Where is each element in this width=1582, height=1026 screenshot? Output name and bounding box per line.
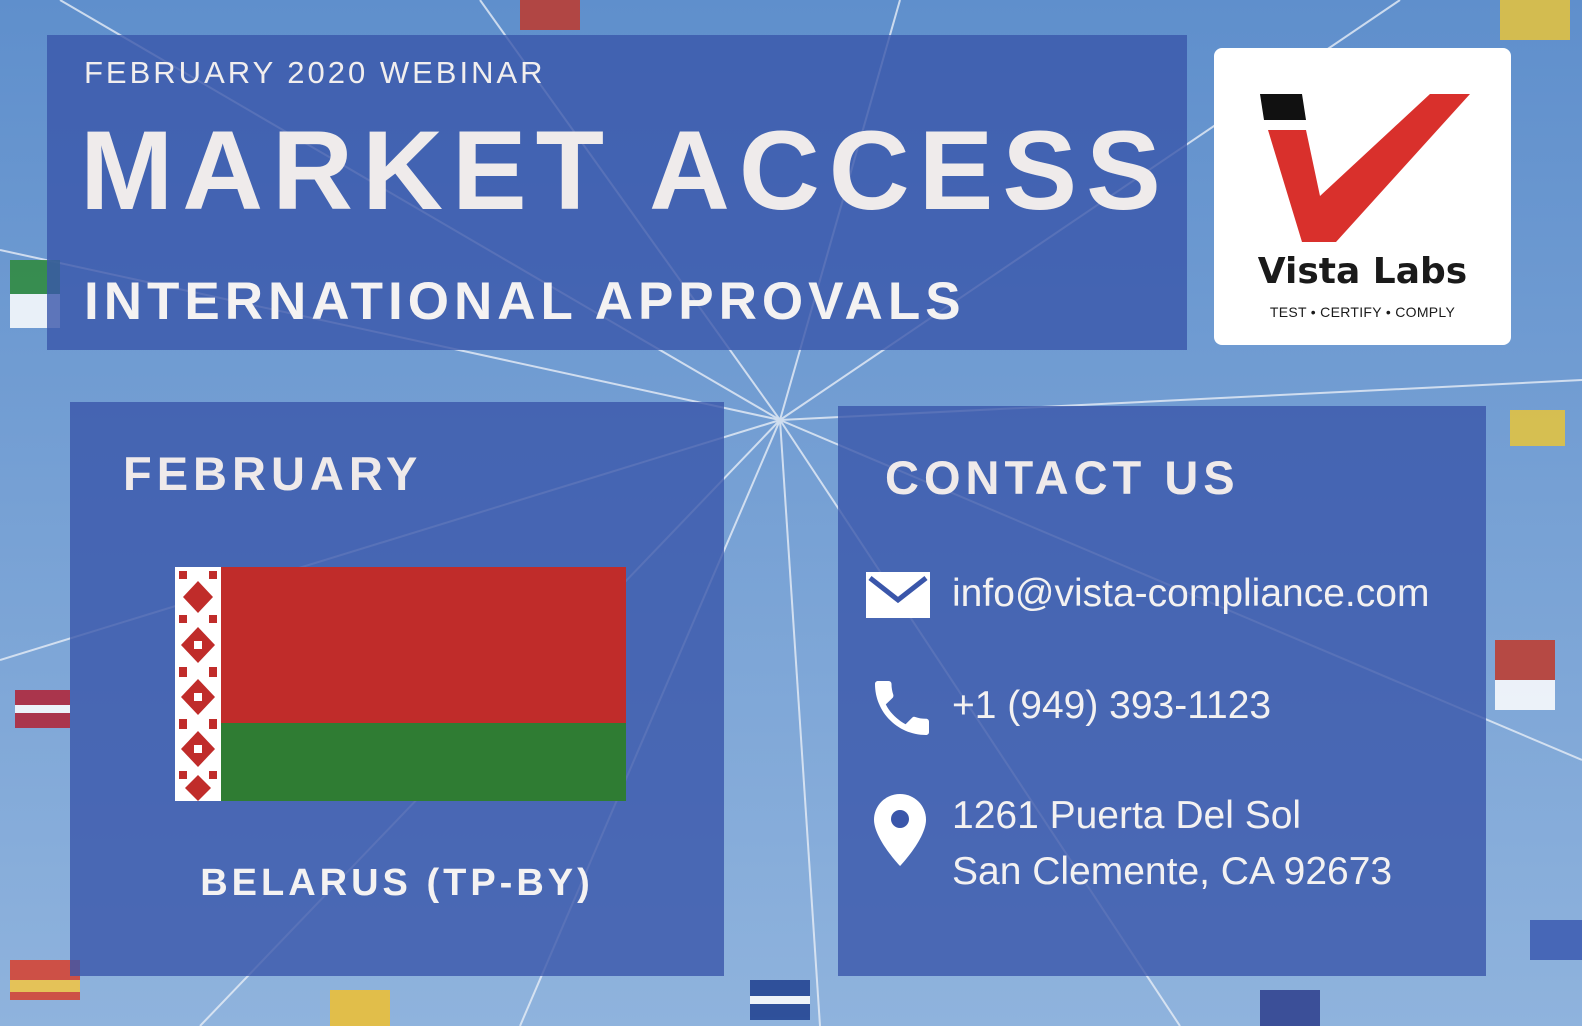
page-title: MARKET ACCESS [80, 108, 1170, 233]
webinar-date-label: FEBRUARY 2020 WEBINAR [84, 55, 546, 90]
header-banner: FEBRUARY 2020 WEBINAR MARKET ACCESS INTE… [47, 35, 1187, 350]
email-link[interactable]: info@vista-compliance.com [952, 572, 1430, 615]
phone-number[interactable]: +1 (949) 393-1123 [952, 684, 1272, 727]
map-pin-icon [874, 794, 926, 866]
contact-heading: CONTACT US [885, 451, 1240, 504]
vista-labs-checkmark-icon [1260, 94, 1470, 242]
month-heading: FEBRUARY [123, 447, 423, 500]
vista-labs-logo: Vista Labs TEST • CERTIFY • COMPLY [1214, 48, 1511, 345]
address-line-2: San Clemente, CA 92673 [952, 850, 1393, 893]
country-panel: FEBRUARY BELARUS (TP-BY) [70, 402, 724, 976]
envelope-icon [866, 572, 930, 618]
belarus-flag-icon [175, 567, 626, 801]
phone-icon [875, 681, 929, 735]
logo-brand-name: Vista Labs [1257, 251, 1468, 292]
address-line-1: 1261 Puerta Del Sol [952, 794, 1302, 837]
contact-panel: CONTACT US info@vista-compliance.com +1 … [838, 406, 1486, 976]
logo-tagline: TEST • CERTIFY • COMPLY [1269, 304, 1456, 320]
country-name: BELARUS (TP-BY) [200, 862, 594, 904]
page-subtitle: INTERNATIONAL APPROVALS [84, 272, 966, 331]
